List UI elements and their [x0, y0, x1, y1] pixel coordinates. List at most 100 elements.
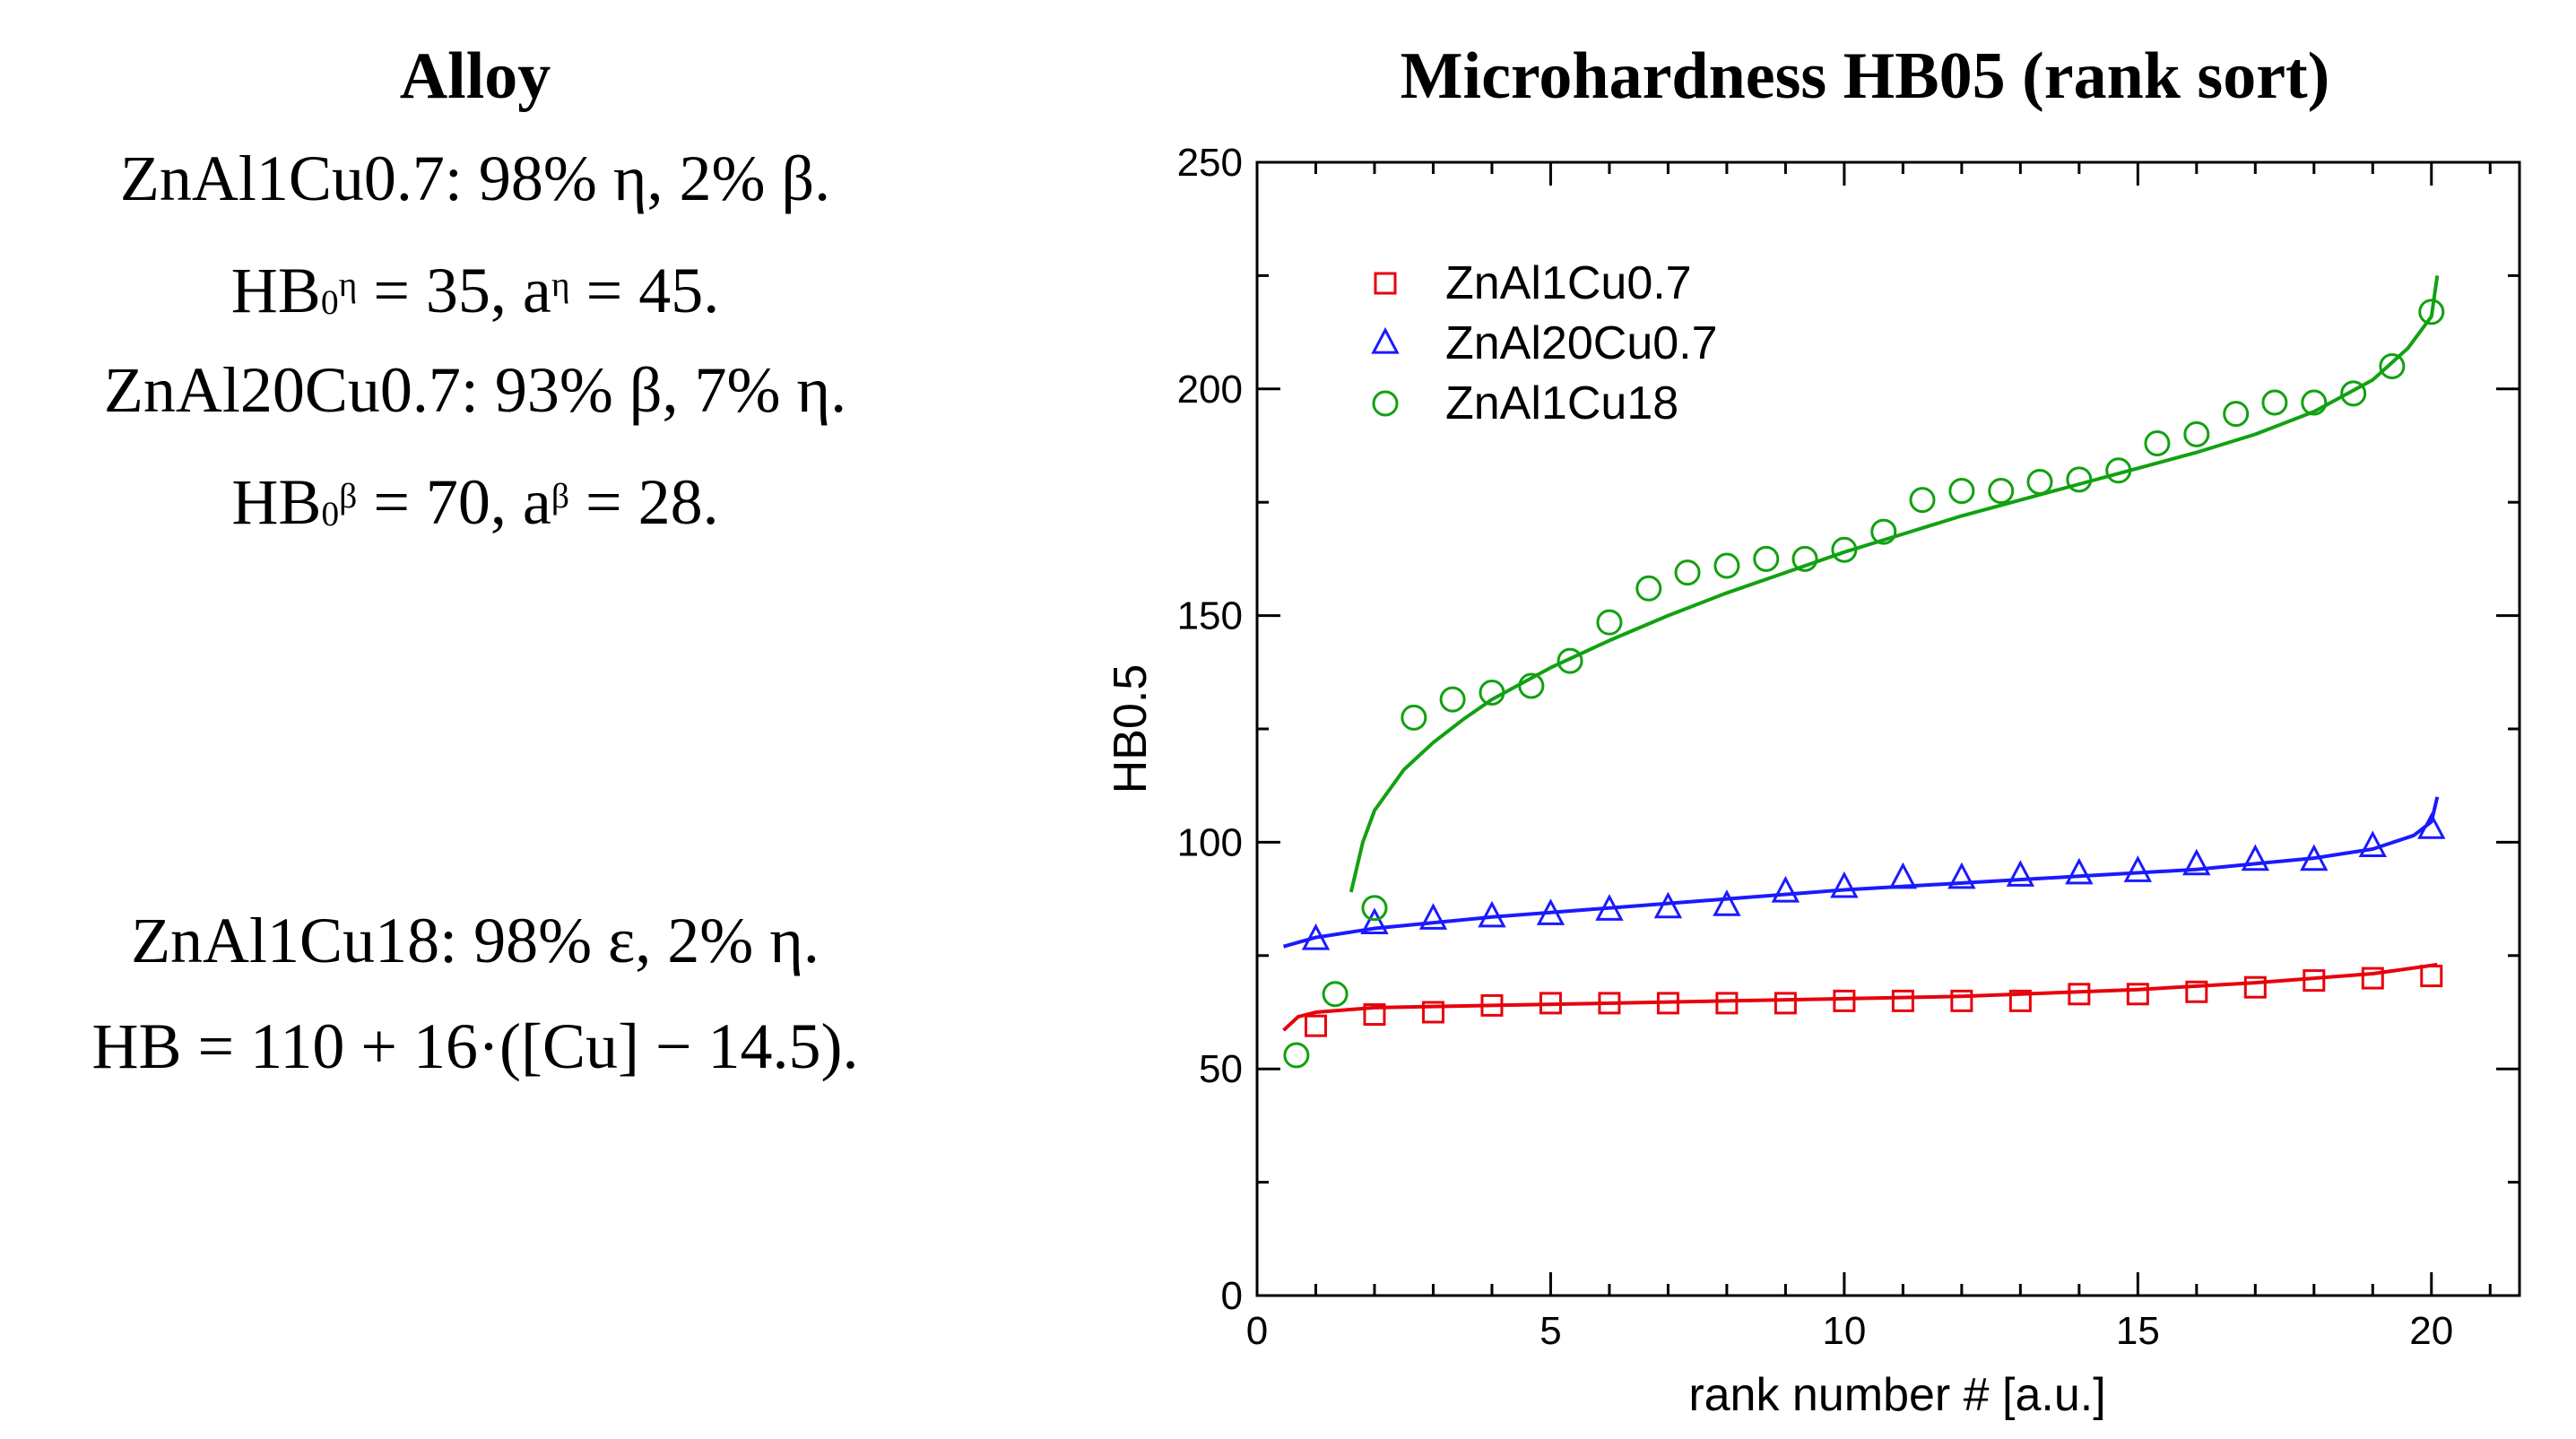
a-value: = 28. — [569, 465, 719, 538]
data-point-znal20cu07 — [2417, 812, 2446, 839]
data-point-znal1cu18 — [1439, 686, 1466, 713]
data-point-znal1cu18 — [1753, 545, 1780, 572]
a-label: a — [522, 465, 551, 538]
data-point-znal1cu07 — [2243, 975, 2267, 999]
x-tick-label: 15 — [2116, 1309, 2160, 1353]
data-point-znal1cu18 — [2261, 389, 2288, 416]
alloy-znal1cu18: ZnAl1Cu18: 98% ε, 2% η. HB = 110 + 16·([… — [0, 888, 950, 1099]
data-point-znal20cu07 — [1947, 862, 1976, 889]
data-point-znal20cu07 — [2241, 844, 2269, 871]
legend-label-znal1cu18: ZnAl1Cu18 — [1445, 377, 1678, 429]
chart-title: Microhardness HB05 (rank sort) — [1400, 39, 2330, 113]
data-point-znal1cu07 — [2126, 983, 2149, 1006]
data-point-znal1cu07 — [2361, 967, 2384, 990]
hb-superscript: β — [339, 476, 358, 516]
alloy-znal20cu07: ZnAl20Cu0.7: 93% β, 7% η. HB0β = 70, aβ … — [0, 337, 950, 567]
data-point-znal1cu18 — [2379, 353, 2406, 380]
data-point-znal20cu07 — [1536, 898, 1566, 925]
data-point-znal20cu07 — [1360, 907, 1389, 934]
legend-marker-znal1cu18 — [1372, 390, 1399, 417]
data-point-znal1cu18 — [1635, 575, 1662, 602]
data-point-znal1cu18 — [2105, 457, 2132, 484]
hb-value: = 70, — [357, 465, 523, 538]
x-tick-label: 10 — [1822, 1309, 1866, 1353]
data-point-znal1cu07 — [1833, 989, 1856, 1012]
data-point-znal1cu07 — [2068, 983, 2091, 1006]
data-point-znal1cu07 — [2185, 980, 2208, 1003]
data-point-znal1cu18 — [2301, 389, 2328, 416]
alloy-znal1cu07: ZnAl1Cu0.7: 98% η, 2% β. HB0η = 35, aη =… — [0, 126, 950, 355]
data-point-znal20cu07 — [2006, 860, 2035, 887]
x-tick-label: 5 — [1540, 1309, 1561, 1353]
data-point-znal1cu07 — [1363, 1003, 1386, 1027]
y-tick-label: 50 — [1199, 1047, 1243, 1091]
data-point-znal20cu07 — [1713, 889, 1741, 916]
data-point-znal1cu18 — [2026, 468, 2053, 495]
x-tick-label: 0 — [1246, 1309, 1268, 1353]
data-point-znal20cu07 — [2123, 855, 2153, 882]
data-point-znal1cu18 — [1831, 536, 1858, 563]
data-point-znal1cu07 — [1539, 992, 1562, 1015]
data-point-znal20cu07 — [2358, 830, 2387, 858]
data-point-znal1cu18 — [2340, 380, 2367, 407]
data-point-znal20cu07 — [2065, 857, 2094, 885]
alloy-parameters: HB0η = 35, aη = 45. — [0, 231, 950, 355]
data-point-znal1cu18 — [1479, 680, 1505, 706]
legend-label-znal20cu07: ZnAl20Cu0.7 — [1445, 317, 1718, 369]
data-point-znal1cu07 — [1950, 989, 1973, 1012]
data-point-znal20cu07 — [1478, 900, 1506, 928]
data-point-znal20cu07 — [1418, 903, 1448, 930]
hb-label: HB — [230, 254, 321, 326]
alloy-composition: ZnAl1Cu0.7: 98% η, 2% β. — [119, 143, 831, 214]
legend-marker-znal20cu07 — [1371, 326, 1400, 354]
alloy-panel: Alloy ZnAl1Cu0.7: 98% η, 2% β. HB0η = 35… — [0, 0, 950, 1439]
data-point-znal1cu18 — [1596, 609, 1623, 636]
data-point-znal1cu18 — [1674, 559, 1701, 586]
alloy-formula: HB = 110 + 16·([Cu] − 14.5). — [91, 1010, 859, 1082]
hb-label: HB — [231, 465, 322, 538]
data-point-znal20cu07 — [1595, 894, 1624, 921]
y-axis-label: HB0.5 — [1105, 664, 1157, 794]
fit-line-znal1cu07 — [1282, 962, 2438, 1032]
y-tick-label: 150 — [1177, 594, 1243, 638]
a-value: = 45. — [569, 254, 720, 326]
x-tick-label: 20 — [2409, 1309, 2453, 1353]
data-point-znal1cu07 — [1480, 993, 1504, 1017]
legend-marker-znal1cu07 — [1374, 272, 1397, 295]
y-tick-label: 0 — [1221, 1274, 1243, 1318]
data-point-znal20cu07 — [1301, 923, 1331, 950]
data-point-znal1cu07 — [1304, 1014, 1327, 1037]
a-superscript: η — [551, 264, 570, 304]
data-point-znal1cu07 — [1891, 989, 1914, 1012]
data-point-znal1cu18 — [1791, 545, 1818, 572]
fit-line-znal1cu18 — [1349, 275, 2440, 893]
data-point-znal1cu18 — [1518, 672, 1545, 699]
hb-subscript: 0 — [320, 282, 339, 322]
data-point-znal20cu07 — [1771, 875, 1800, 903]
hb-value: = 35, — [357, 254, 523, 326]
x-axis-label: rank number # [a.u.] — [1688, 1369, 2105, 1421]
data-point-znal1cu07 — [2303, 969, 2326, 993]
data-point-znal1cu18 — [2183, 420, 2210, 447]
alloy-parameters: HB0β = 70, aβ = 28. — [0, 443, 950, 567]
data-point-znal1cu18 — [1361, 895, 1388, 922]
y-tick-label: 200 — [1177, 368, 1243, 412]
data-point-znal1cu18 — [1557, 647, 1583, 674]
data-point-znal1cu07 — [1715, 992, 1739, 1015]
a-superscript: β — [551, 476, 570, 516]
y-tick-label: 100 — [1177, 820, 1243, 864]
data-point-znal20cu07 — [1888, 862, 1918, 889]
alloy-composition: ZnAl1Cu18: 98% ε, 2% η. — [131, 905, 820, 976]
data-point-znal1cu18 — [2144, 429, 2171, 456]
y-tick-label: 250 — [1177, 141, 1243, 185]
data-point-znal1cu07 — [2008, 989, 2032, 1012]
data-point-znal1cu18 — [1909, 487, 1936, 514]
data-point-znal1cu18 — [2066, 466, 2093, 493]
hb-subscript: 0 — [321, 493, 340, 533]
legend-label-znal1cu07: ZnAl1Cu0.7 — [1445, 257, 1692, 309]
a-label: a — [522, 254, 551, 326]
data-point-znal1cu07 — [2420, 965, 2443, 988]
hb-superscript: η — [338, 264, 358, 304]
data-point-znal20cu07 — [2182, 848, 2211, 876]
